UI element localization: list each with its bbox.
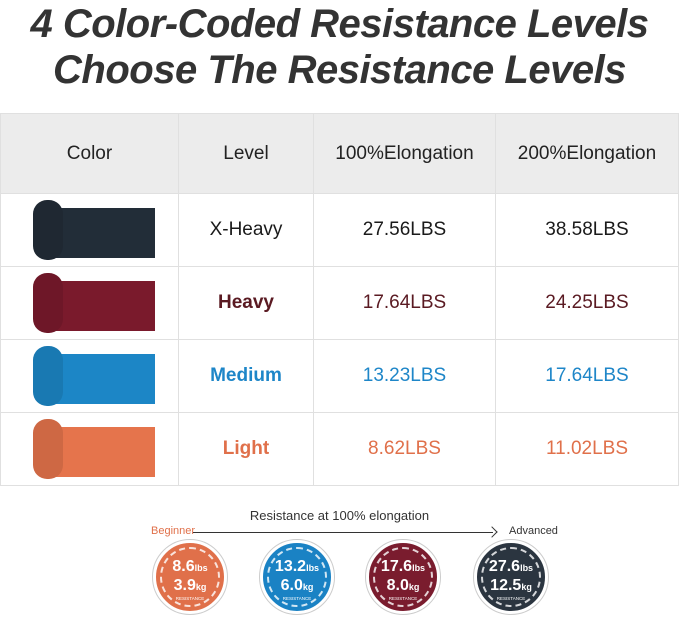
kg-value: 12.5 — [490, 577, 522, 594]
resistance-circle: 13.2lbs 6.0kg RESISTANCE — [259, 539, 335, 615]
level-cell: Light — [178, 412, 314, 486]
advanced-label: Advanced — [509, 525, 558, 537]
resistance-circle: 27.6lbs 12.5kg RESISTANCE — [473, 539, 549, 615]
header-color: Color — [0, 113, 179, 194]
lbs-unit: lbs — [194, 563, 208, 573]
level-cell: Heavy — [178, 266, 314, 340]
resistance-caption: RESISTANCE — [175, 596, 205, 601]
lbs-unit: lbs — [520, 563, 534, 573]
lbs-unit: lbs — [412, 563, 426, 573]
elongation-100-cell: 8.62LBS — [313, 412, 496, 486]
table-row: Light 8.62LBS 11.02LBS — [0, 412, 679, 486]
table-row: Medium 13.23LBS 17.64LBS — [0, 339, 679, 413]
resistance-table: Color Level 100%Elongation 200%Elongatio… — [0, 113, 679, 486]
resistance-circle: 8.6lbs 3.9kg RESISTANCE — [152, 539, 228, 615]
elongation-100-cell: 13.23LBS — [313, 339, 496, 413]
header-200: 200%Elongation — [495, 113, 679, 194]
band-image — [0, 339, 179, 413]
scale-title: Resistance at 100% elongation — [249, 508, 430, 523]
kg-unit: kg — [521, 582, 532, 592]
table-row: Heavy 17.64LBS 24.25LBS — [0, 266, 679, 340]
band-image — [0, 412, 179, 486]
header-row: Color Level 100%Elongation 200%Elongatio… — [0, 113, 679, 194]
kg-unit: kg — [195, 582, 207, 592]
header-100: 100%Elongation — [313, 113, 496, 194]
elongation-200-cell: 11.02LBS — [495, 412, 679, 486]
elongation-200-cell: 17.64LBS — [495, 339, 679, 413]
kg-unit: kg — [408, 582, 420, 592]
lbs-unit: lbs — [306, 563, 320, 573]
level-cell: X-Heavy — [178, 193, 314, 267]
resistance-circle: 17.6lbs 8.0kg RESISTANCE — [365, 539, 441, 615]
table-row: X-Heavy 27.56LBS 38.58LBS — [0, 193, 679, 267]
kg-value: 3.9 — [173, 577, 196, 594]
resistance-caption: RESISTANCE — [388, 596, 418, 601]
lbs-value: 17.6 — [380, 558, 413, 575]
arrowhead-icon — [486, 526, 498, 538]
kg-value: 8.0 — [386, 577, 409, 594]
beginner-label: Beginner — [151, 525, 196, 537]
elongation-100-cell: 17.64LBS — [313, 266, 496, 340]
elongation-200-cell: 24.25LBS — [495, 266, 679, 340]
band-image — [0, 193, 179, 267]
elongation-200-cell: 38.58LBS — [495, 193, 679, 267]
kg-unit: kg — [302, 582, 314, 592]
title-line-2: Choose The Resistance Levels — [53, 48, 626, 92]
progress-arrow — [193, 532, 493, 533]
level-cell: Medium — [178, 339, 314, 413]
resistance-caption: RESISTANCE — [282, 596, 312, 601]
resistance-caption: RESISTANCE — [496, 596, 526, 601]
header-level: Level — [178, 113, 314, 194]
elongation-100-cell: 27.56LBS — [313, 193, 496, 267]
lbs-value: 27.6 — [488, 558, 521, 575]
title-line-1: 4 Color-Coded Resistance Levels — [30, 2, 649, 46]
kg-value: 6.0 — [280, 577, 303, 594]
band-image — [0, 266, 179, 340]
lbs-value: 8.6 — [172, 558, 195, 575]
lbs-value: 13.2 — [274, 558, 307, 575]
